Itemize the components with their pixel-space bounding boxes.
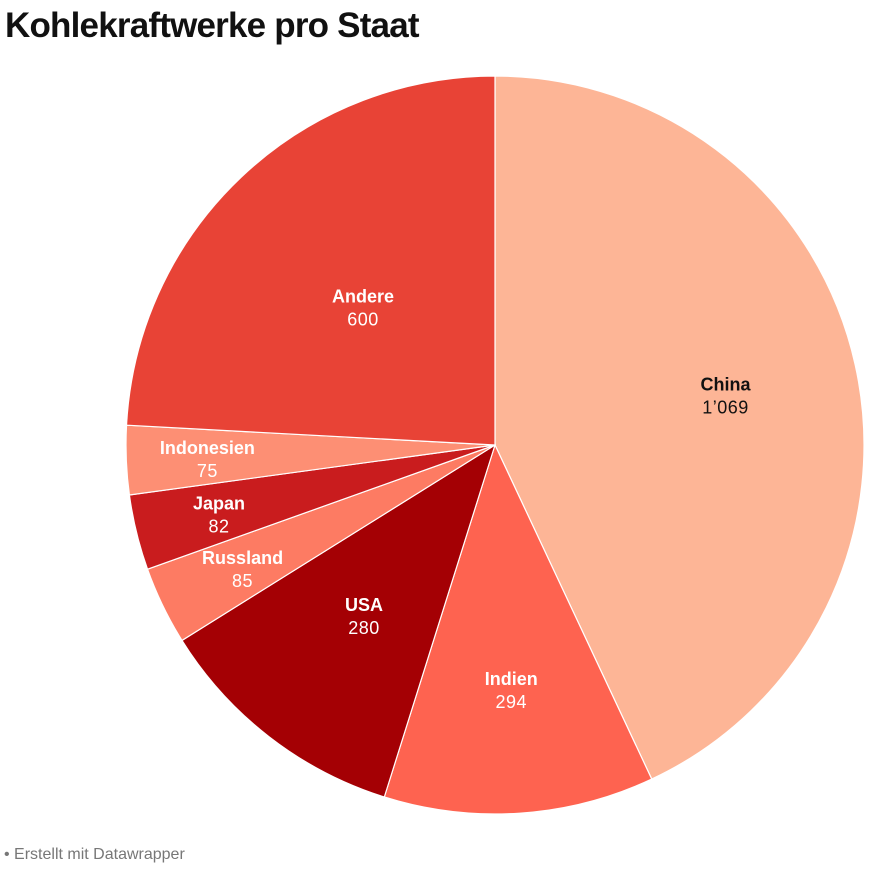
slice-label-andere: Andere <box>332 287 394 307</box>
slice-value-russland: 85 <box>232 571 253 591</box>
pie-slice-indien <box>383 443 653 815</box>
pie-slices <box>125 75 865 815</box>
slice-label-russland: Russland <box>202 548 283 568</box>
slice-value-japan: 82 <box>208 516 229 536</box>
slice-label-indien: Indien <box>485 669 538 689</box>
slice-value-indonesien: 75 <box>197 461 218 481</box>
slice-value-usa: 280 <box>348 618 380 638</box>
pie-slice-usa <box>181 443 497 798</box>
slice-label-japan: Japan <box>193 493 245 513</box>
pie-slice-andere <box>125 75 496 446</box>
slice-value-china: 1’069 <box>702 398 749 418</box>
pie-slice-china <box>494 75 865 780</box>
footer-credit: • Erstellt mit Datawrapper <box>4 846 185 863</box>
slice-value-andere: 600 <box>347 310 379 330</box>
chart-title: Kohlekraftwerke pro Staat <box>5 6 420 45</box>
slice-label-usa: USA <box>345 595 383 615</box>
pie-labels: China 1’069 Indien 294 USA 280 Russland 85 Japan… <box>160 287 752 712</box>
slice-value-indien: 294 <box>496 692 528 712</box>
slice-label-china: China <box>700 375 751 395</box>
slice-label-indonesien: Indonesien <box>160 438 255 458</box>
